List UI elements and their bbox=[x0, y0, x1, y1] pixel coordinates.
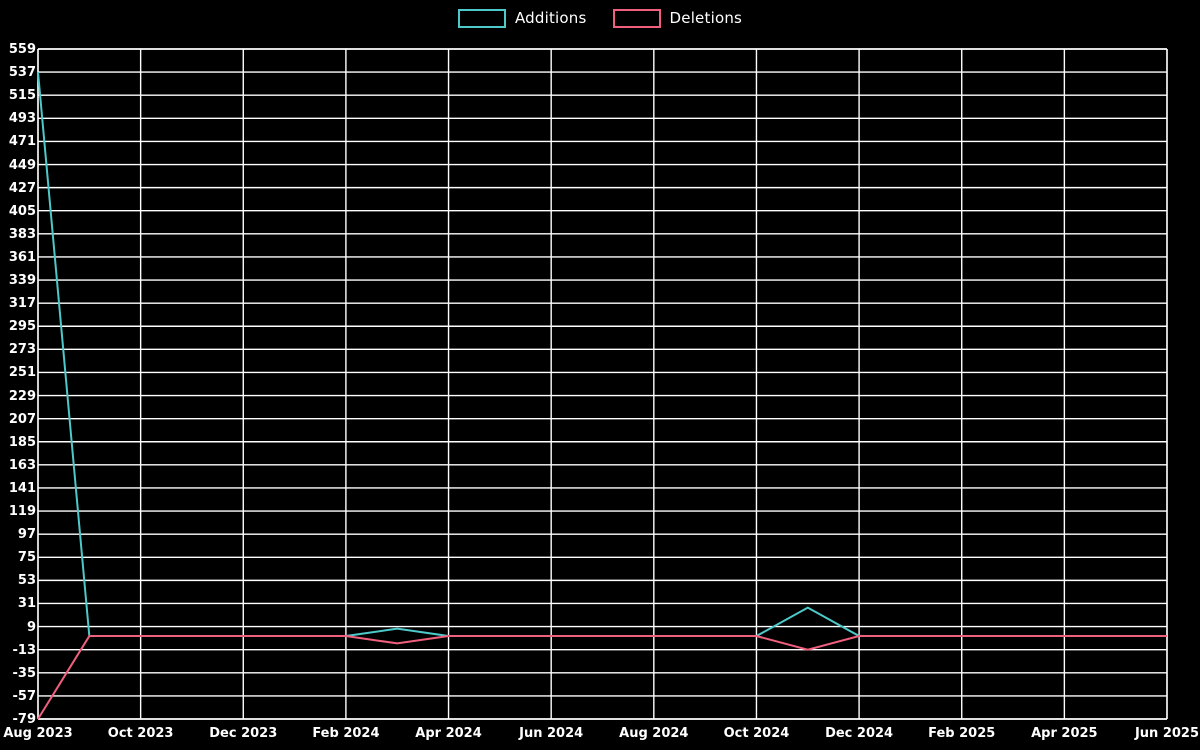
x-tick-label: Jun 2025 bbox=[1134, 726, 1200, 741]
y-tick-label: 295 bbox=[8, 319, 36, 335]
y-tick-label: 9 bbox=[26, 619, 36, 635]
y-tick-label: 53 bbox=[17, 573, 36, 589]
axis-lines bbox=[37, 48, 1168, 720]
x-tick-label: Feb 2025 bbox=[928, 726, 996, 741]
y-tick-label: 361 bbox=[8, 249, 36, 265]
chart-legend: Additions Deletions bbox=[0, 0, 1200, 36]
series-line-deletions bbox=[37, 635, 1167, 720]
y-tick-label: 405 bbox=[8, 203, 36, 219]
y-tick-label: 537 bbox=[8, 65, 36, 81]
y-tick-label: 273 bbox=[8, 342, 36, 358]
y-tick-label: 185 bbox=[8, 434, 36, 450]
x-tick-label: Jun 2024 bbox=[519, 726, 584, 741]
grid-lines bbox=[37, 48, 1168, 720]
legend-item-additions[interactable]: Additions bbox=[457, 8, 587, 28]
y-tick-label: 427 bbox=[8, 180, 36, 196]
x-tick-label: Dec 2023 bbox=[209, 726, 278, 741]
y-tick-label: 559 bbox=[8, 42, 36, 57]
y-tick-label: -57 bbox=[12, 688, 37, 704]
y-tick-label: 449 bbox=[8, 157, 36, 173]
y-tick-label: 119 bbox=[8, 504, 36, 520]
legend-label-additions: Additions bbox=[514, 9, 587, 27]
y-tick-label: 97 bbox=[17, 527, 36, 543]
legend-swatch-additions-icon bbox=[457, 8, 506, 28]
y-tick-label: 141 bbox=[8, 480, 36, 496]
y-tick-label: 383 bbox=[8, 226, 36, 242]
y-tick-label: -13 bbox=[12, 642, 37, 658]
series-lines bbox=[37, 72, 1167, 720]
x-tick-label: Aug 2024 bbox=[619, 726, 689, 741]
legend-swatch-deletions-icon bbox=[612, 8, 661, 28]
x-tick-label: Dec 2024 bbox=[825, 726, 894, 741]
y-tick-label: 339 bbox=[8, 273, 36, 289]
y-tick-label: 471 bbox=[8, 134, 36, 150]
y-tick-label: 317 bbox=[8, 296, 36, 312]
x-tick-label: Apr 2025 bbox=[1031, 726, 1098, 741]
y-tick-label: 31 bbox=[17, 596, 36, 612]
legend-item-deletions[interactable]: Deletions bbox=[612, 8, 743, 28]
y-tick-label: 251 bbox=[8, 365, 36, 381]
y-axis-tick-labels: 559 537 515 493 471 449 427 405 383 361 339 317 295 2… bbox=[0, 0, 36, 750]
x-tick-label: Aug 2023 bbox=[3, 726, 73, 741]
x-tick-label: Apr 2024 bbox=[415, 726, 482, 741]
legend-label-deletions: Deletions bbox=[669, 9, 743, 27]
y-tick-label: 229 bbox=[8, 388, 36, 404]
y-tick-label: 75 bbox=[17, 550, 36, 566]
x-tick-label: Oct 2024 bbox=[723, 726, 790, 741]
y-tick-label: 207 bbox=[8, 411, 36, 427]
x-tick-label: Feb 2024 bbox=[312, 726, 380, 741]
y-tick-label: 493 bbox=[8, 111, 36, 127]
x-tick-label: Oct 2023 bbox=[107, 726, 174, 741]
y-tick-label: -79 bbox=[12, 712, 37, 727]
y-tick-label: 163 bbox=[8, 457, 36, 473]
y-tick-label: -35 bbox=[12, 665, 37, 681]
y-tick-label: 515 bbox=[8, 88, 36, 104]
